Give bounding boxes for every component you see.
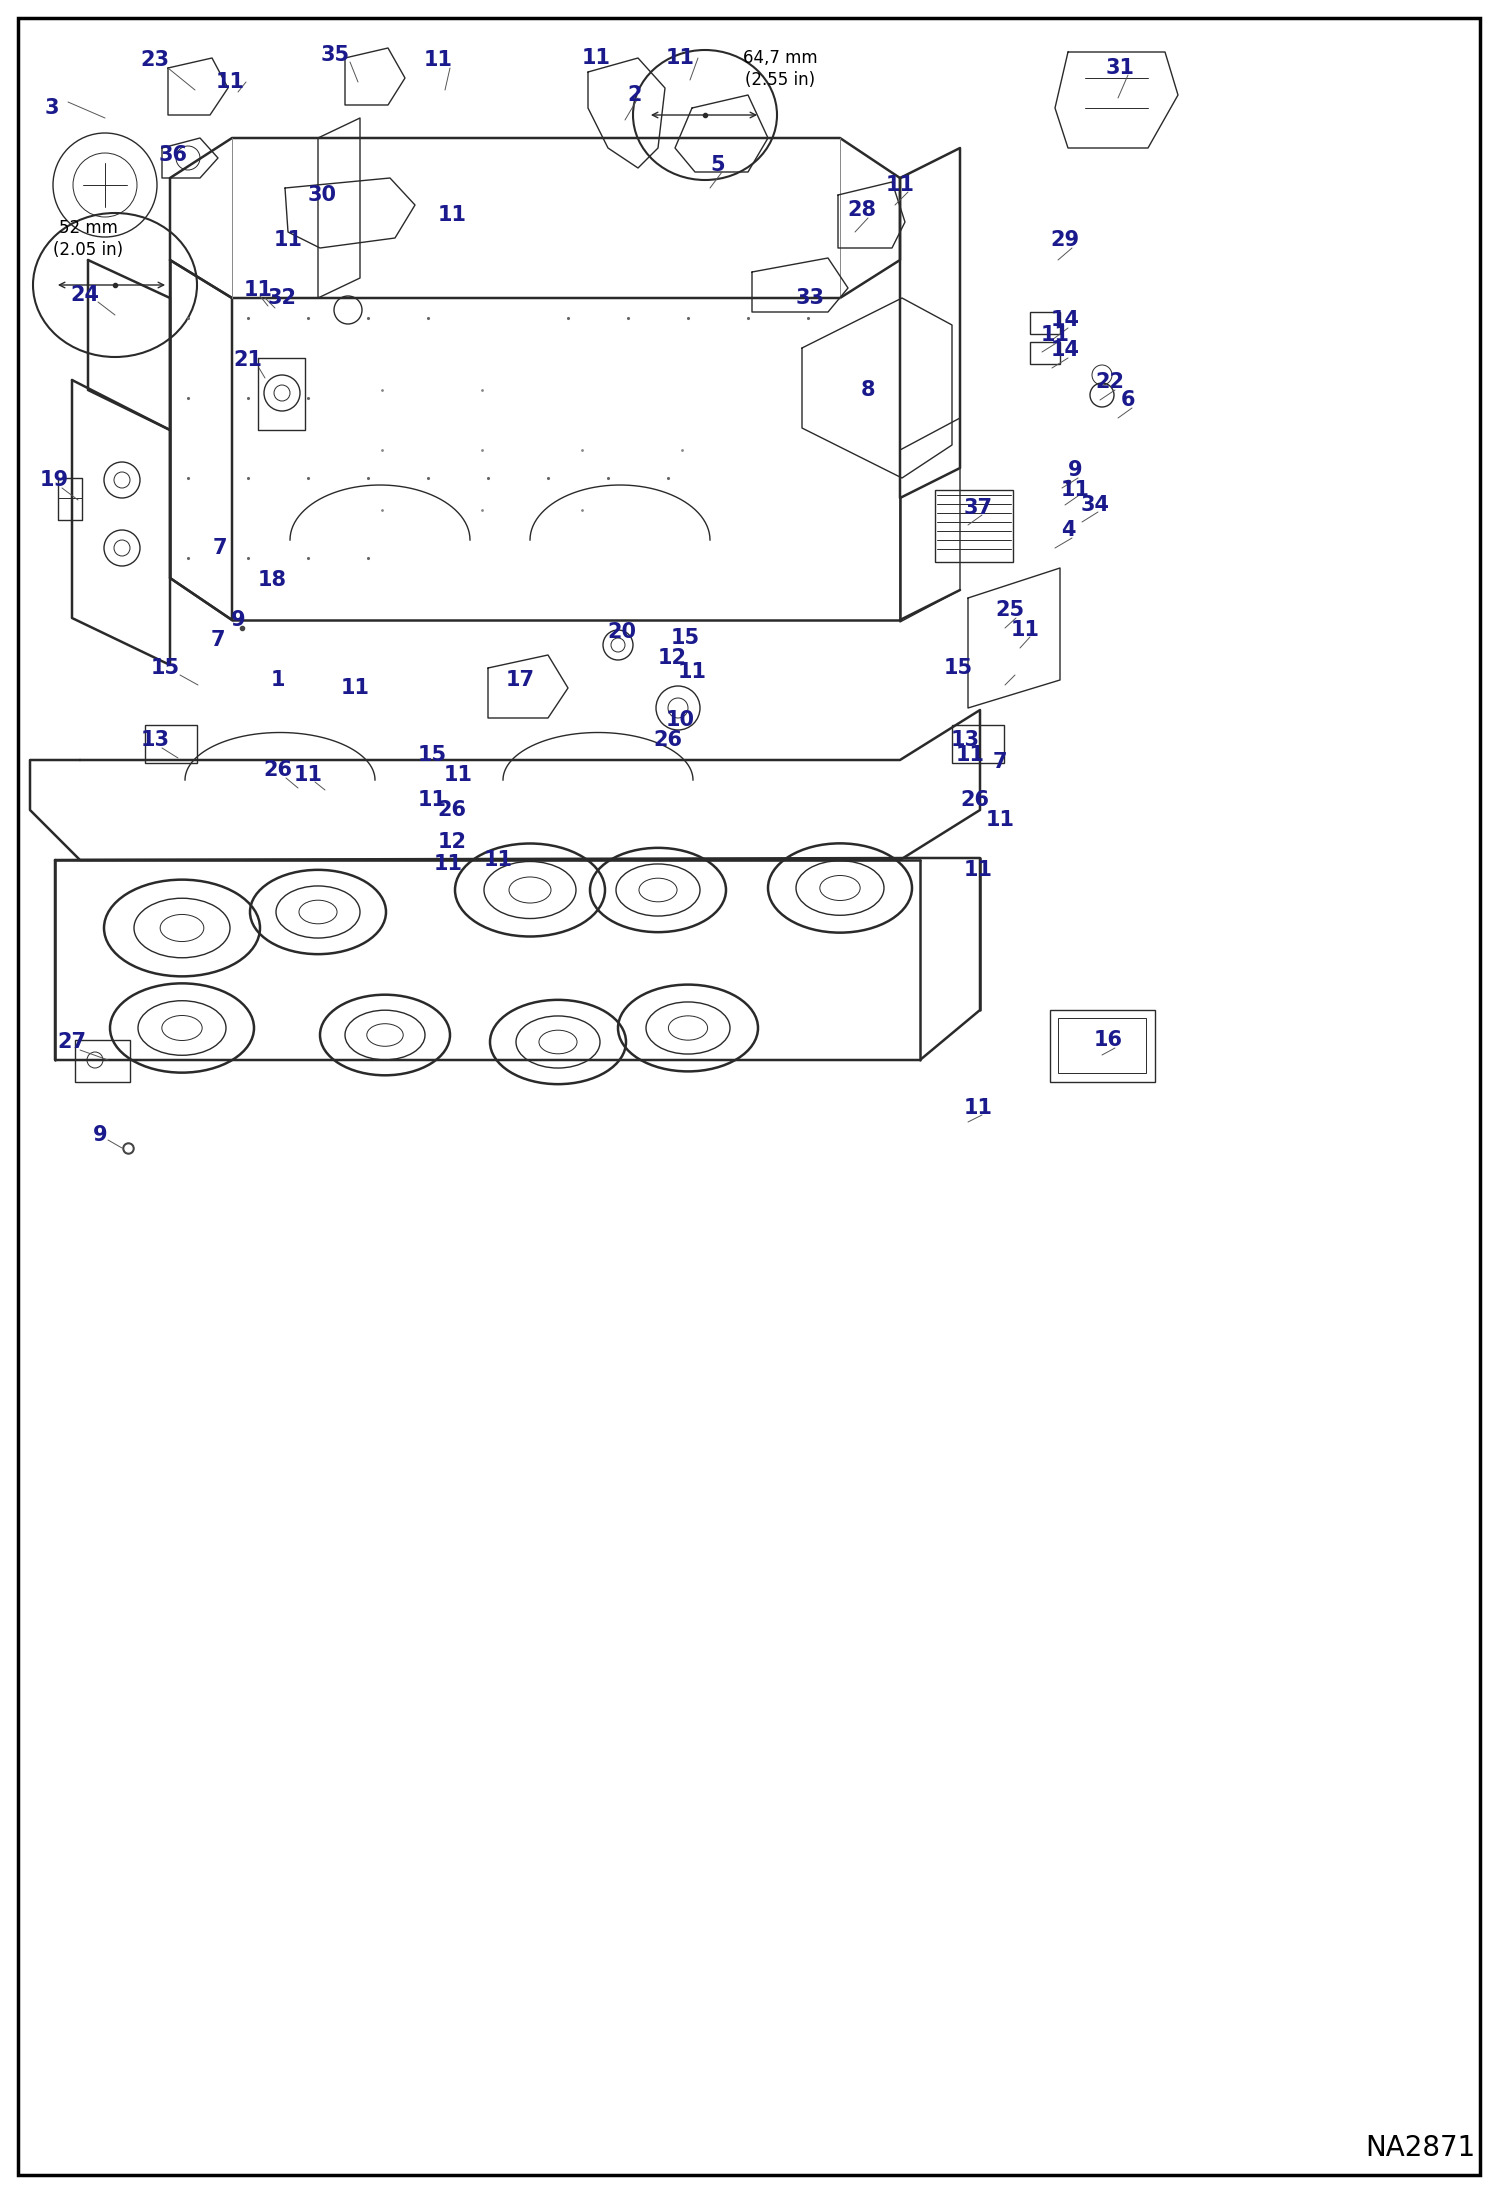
- Text: 15: 15: [150, 658, 180, 678]
- Text: 14: 14: [1050, 309, 1080, 329]
- Text: 9: 9: [231, 610, 246, 629]
- Text: 11: 11: [484, 851, 512, 871]
- Text: 11: 11: [885, 175, 914, 195]
- Bar: [1031, 311, 1061, 333]
- Text: (2.05 in): (2.05 in): [52, 241, 123, 259]
- Text: 37: 37: [963, 498, 993, 518]
- Bar: [75, 1039, 130, 1081]
- Text: 11: 11: [963, 860, 993, 879]
- Text: 16: 16: [1094, 1031, 1122, 1050]
- Text: 34: 34: [1080, 496, 1110, 515]
- Text: 35: 35: [321, 46, 349, 66]
- Text: 23: 23: [141, 50, 169, 70]
- Text: 30: 30: [307, 184, 337, 204]
- Text: 22: 22: [1095, 373, 1125, 393]
- Text: 31: 31: [1106, 57, 1134, 79]
- Text: 29: 29: [1050, 230, 1080, 250]
- Text: 12: 12: [437, 831, 466, 853]
- Text: 64,7 mm: 64,7 mm: [743, 48, 818, 68]
- Text: 36: 36: [159, 145, 187, 164]
- Text: 10: 10: [665, 711, 695, 730]
- Text: 11: 11: [1061, 480, 1089, 500]
- Text: 17: 17: [505, 671, 535, 691]
- Text: 11: 11: [956, 746, 984, 765]
- Text: 9: 9: [1068, 461, 1083, 480]
- Text: 1: 1: [271, 671, 285, 691]
- Text: 7: 7: [993, 752, 1007, 772]
- Text: 6: 6: [1121, 390, 1135, 410]
- Text: 15: 15: [671, 627, 700, 647]
- Text: 8: 8: [861, 379, 875, 399]
- Text: 11: 11: [433, 853, 463, 875]
- Text: 11: 11: [424, 50, 452, 70]
- Text: 25: 25: [996, 601, 1025, 621]
- Text: 2: 2: [628, 86, 643, 105]
- Text: 18: 18: [258, 570, 286, 590]
- Text: 19: 19: [39, 469, 69, 489]
- Text: 26: 26: [960, 789, 990, 809]
- Text: 12: 12: [658, 647, 686, 669]
- Text: 11: 11: [274, 230, 303, 250]
- Text: 11: 11: [581, 48, 611, 68]
- Text: 15: 15: [944, 658, 972, 678]
- Text: 13: 13: [141, 730, 169, 750]
- Text: 52 mm: 52 mm: [58, 219, 117, 237]
- Text: 27: 27: [57, 1033, 87, 1053]
- Text: 24: 24: [70, 285, 99, 305]
- Bar: [935, 489, 1013, 561]
- Text: 11: 11: [665, 48, 695, 68]
- Text: 11: 11: [418, 789, 446, 809]
- Text: 7: 7: [213, 537, 228, 557]
- Bar: [1031, 342, 1061, 364]
- Bar: [1050, 1011, 1155, 1081]
- Text: 11: 11: [986, 809, 1014, 829]
- Text: 9: 9: [93, 1125, 108, 1145]
- Text: 28: 28: [848, 200, 876, 219]
- Bar: [1058, 1018, 1146, 1072]
- Text: 26: 26: [264, 761, 292, 781]
- Text: 14: 14: [1050, 340, 1080, 360]
- Text: 11: 11: [244, 281, 273, 300]
- Text: 4: 4: [1061, 520, 1076, 539]
- Text: 11: 11: [340, 678, 370, 697]
- Text: 11: 11: [437, 204, 466, 226]
- Text: 3: 3: [45, 99, 60, 118]
- Text: 33: 33: [795, 287, 824, 307]
- Text: NA2871: NA2871: [1365, 2134, 1476, 2162]
- Text: 7: 7: [211, 629, 225, 649]
- Text: 11: 11: [677, 662, 707, 682]
- Text: (2.55 in): (2.55 in): [745, 70, 815, 90]
- Bar: [953, 726, 1004, 763]
- Text: 11: 11: [216, 72, 244, 92]
- Text: 21: 21: [234, 351, 262, 371]
- Text: 26: 26: [437, 800, 466, 820]
- Text: 15: 15: [418, 746, 446, 765]
- Text: 13: 13: [951, 730, 980, 750]
- Text: 5: 5: [710, 156, 725, 175]
- Text: 11: 11: [443, 765, 472, 785]
- Text: 11: 11: [1011, 621, 1040, 640]
- Text: 11: 11: [294, 765, 322, 785]
- Text: 11: 11: [1041, 325, 1070, 344]
- Text: 20: 20: [608, 623, 637, 643]
- Text: 32: 32: [268, 287, 297, 307]
- Bar: [145, 726, 198, 763]
- Text: 26: 26: [653, 730, 683, 750]
- Text: 11: 11: [963, 1099, 993, 1118]
